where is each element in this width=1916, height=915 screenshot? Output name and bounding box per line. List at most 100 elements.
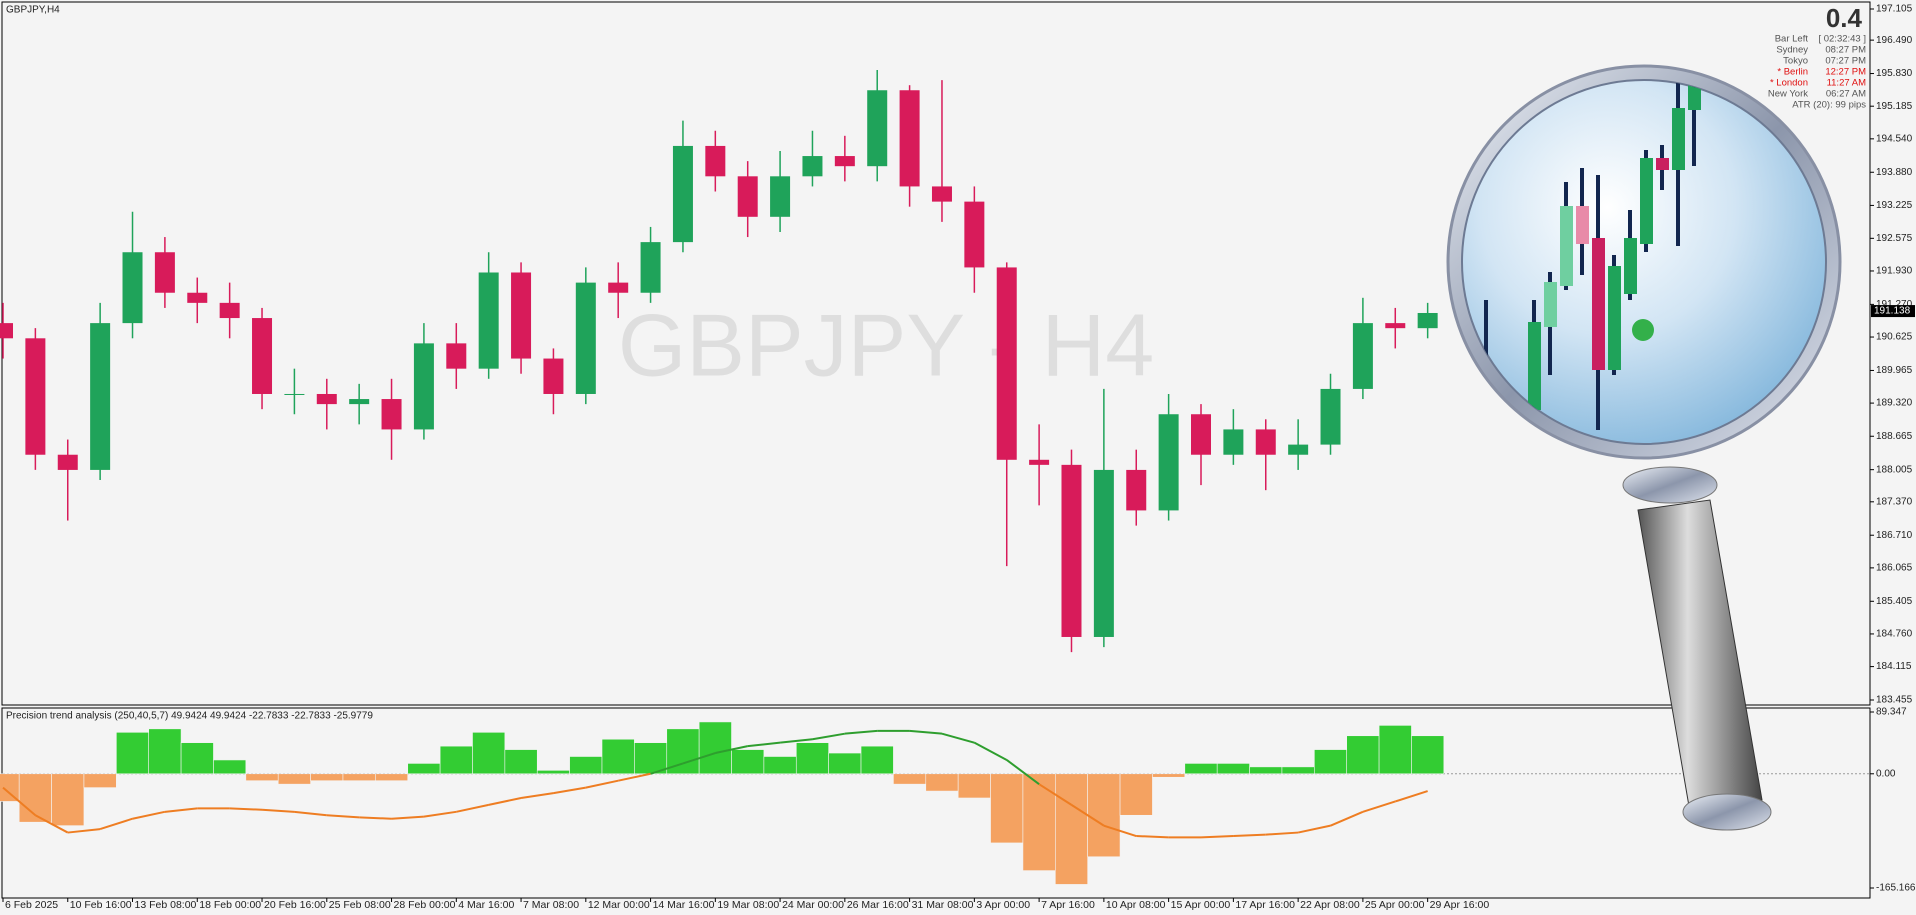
trend-line-segment	[617, 772, 651, 782]
candle-body	[867, 90, 888, 167]
histogram-bar	[1249, 766, 1283, 775]
candle-body	[252, 318, 273, 394]
histogram-bar	[1378, 725, 1412, 775]
candle-body	[1191, 414, 1212, 455]
info-value: 11:27 AM	[1827, 78, 1867, 89]
candle-body	[1352, 323, 1373, 389]
trend-line-segment	[99, 817, 133, 831]
x-tick-label: 6 Feb 2025	[5, 899, 58, 911]
y-tick-label: 192.575	[1876, 233, 1913, 244]
x-tick-label: 13 Feb 08:00	[135, 899, 197, 911]
histogram-bar	[375, 773, 409, 782]
trend-line-segment	[229, 807, 263, 811]
candle-body	[996, 267, 1017, 460]
y-tick-label: 190.625	[1876, 332, 1913, 343]
last-price-label: 191.138	[1874, 306, 1911, 317]
histogram-bar	[342, 773, 376, 782]
info-value: 08:27 PM	[1825, 45, 1866, 56]
histogram-bar	[1411, 735, 1445, 775]
histogram-bar	[536, 770, 570, 775]
candle-body	[1158, 414, 1179, 511]
histogram-bar	[860, 745, 894, 775]
watermark: GBPJPY - H4	[618, 295, 1154, 394]
info-value: 07:27 PM	[1825, 56, 1866, 67]
histogram-bar	[1216, 763, 1250, 775]
candle-body	[575, 282, 596, 394]
trend-line-segment	[520, 792, 554, 799]
candle-body	[1255, 429, 1276, 455]
candle-body	[1288, 444, 1309, 455]
candle-body	[1126, 469, 1147, 511]
candle-body	[511, 272, 532, 359]
y-tick-label: 196.490	[1876, 35, 1913, 46]
y-tick-label: 191.270	[1876, 299, 1913, 310]
histogram-bar	[1314, 749, 1348, 775]
x-tick-label: 25 Apr 00:00	[1365, 899, 1425, 911]
y-tick-label: 188.665	[1876, 431, 1913, 442]
x-tick-label: 19 Mar 08:00	[717, 899, 779, 911]
histogram-bar	[1184, 763, 1218, 775]
trend-line-segment	[650, 762, 684, 775]
histogram-bar	[698, 721, 732, 775]
histogram-bar	[925, 773, 959, 792]
y-tick-label: 193.880	[1876, 167, 1913, 178]
x-tick-label: 17 Apr 16:00	[1235, 899, 1295, 911]
candle-body	[0, 323, 13, 339]
candle-body	[478, 272, 499, 369]
histogram-bar	[439, 745, 473, 775]
info-atr: ATR (20): 99 pips	[1792, 100, 1866, 111]
candle-body	[964, 201, 985, 268]
y-tick-label: 0.00	[1876, 768, 1896, 779]
candle-body	[316, 393, 337, 405]
histogram-bar	[1281, 766, 1315, 775]
histogram-bar	[957, 773, 991, 799]
trend-line-segment	[682, 752, 716, 765]
trend-line-segment	[909, 729, 943, 735]
y-tick-label: 193.225	[1876, 200, 1913, 211]
x-tick-label: 22 Apr 08:00	[1300, 899, 1360, 911]
trend-line-segment	[1200, 835, 1234, 839]
histogram-bar	[1152, 773, 1186, 778]
histogram-bar	[51, 773, 85, 826]
info-label: Tokyo	[1783, 56, 1808, 67]
candle-body	[899, 90, 920, 187]
y-tick-label: 183.455	[1876, 695, 1913, 706]
candle-body	[154, 252, 175, 293]
candle-body	[187, 292, 208, 303]
x-tick-label: 7 Mar 08:00	[523, 899, 579, 911]
x-tick-label: 28 Feb 00:00	[394, 899, 456, 911]
candle-body	[1385, 323, 1406, 329]
trend-line-segment	[1006, 759, 1040, 785]
histogram-bar	[634, 742, 668, 775]
candle-body	[1320, 388, 1341, 445]
trend-line-segment	[294, 810, 327, 817]
histogram-bar	[1055, 773, 1088, 885]
y-tick-label: 197.105	[1876, 4, 1913, 15]
histogram-bar	[116, 731, 150, 775]
histogram-bar	[245, 773, 279, 782]
y-tick-label: 194.540	[1876, 133, 1913, 144]
trend-line-segment	[844, 729, 878, 735]
histogram-bar	[148, 728, 182, 775]
x-tick-label: 24 Mar 00:00	[782, 899, 844, 911]
trend-line-segment	[164, 807, 198, 813]
trend-line-segment	[34, 814, 69, 834]
trend-line-segment	[973, 741, 1008, 761]
candle-body	[1093, 469, 1114, 637]
histogram-bar	[990, 773, 1024, 844]
info-value: [ 02:32:43 ]	[1818, 34, 1866, 45]
x-tick-label: 10 Apr 08:00	[1106, 899, 1166, 911]
info-value: 06:27 AM	[1826, 89, 1866, 100]
candle-body	[543, 358, 564, 394]
histogram-bar	[1087, 773, 1121, 858]
y-tick-label: 187.370	[1876, 496, 1913, 507]
y-tick-label: 186.065	[1876, 563, 1913, 574]
info-value: 12:27 PM	[1825, 67, 1866, 78]
candle-body	[1223, 429, 1244, 455]
indicator-title: Precision trend analysis (250,40,5,7) 49…	[6, 711, 373, 722]
histogram-bar	[601, 738, 635, 775]
trend-line-segment	[359, 816, 392, 820]
candle-body	[57, 454, 78, 470]
candle-body	[672, 145, 693, 243]
trend-line-segment	[456, 803, 489, 813]
